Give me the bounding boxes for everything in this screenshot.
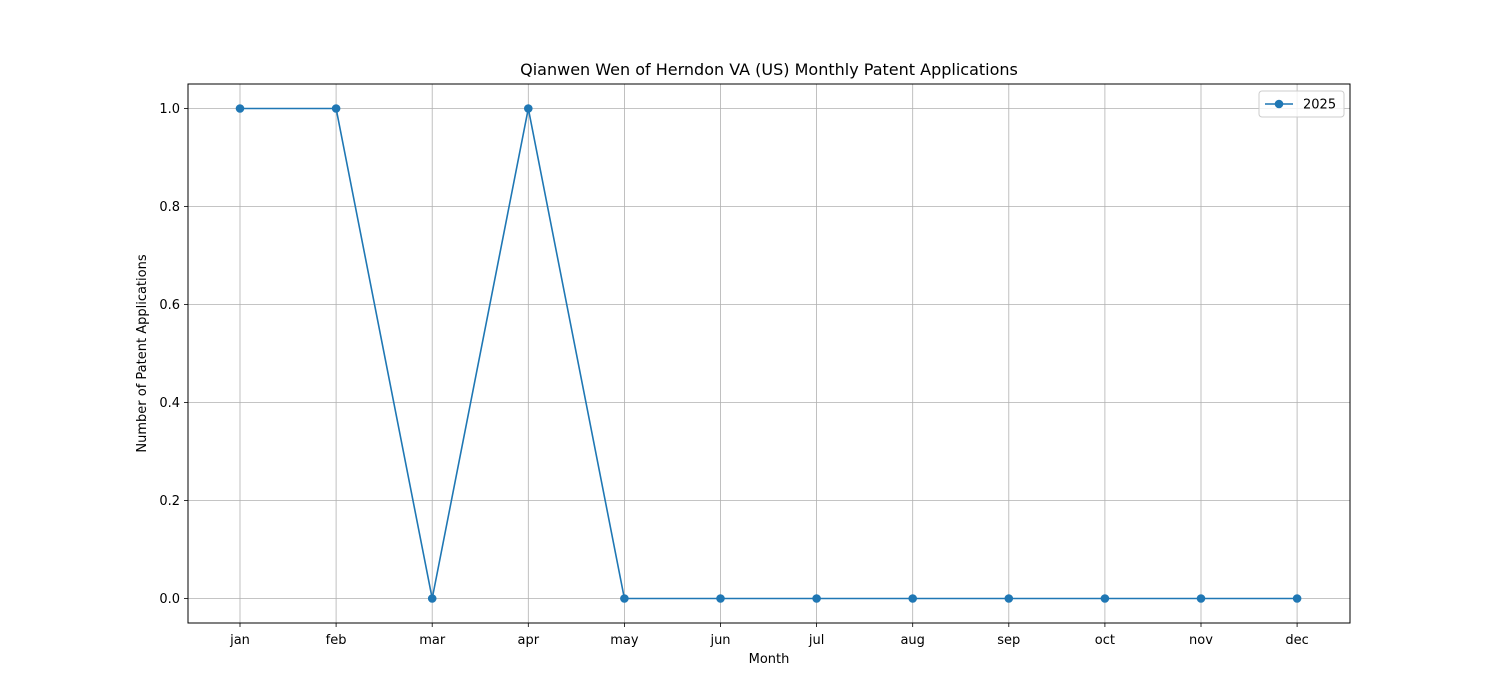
y-tick-label: 1.0 (159, 102, 180, 117)
x-tick-label: aug (900, 633, 924, 648)
y-tick-label: 0.6 (159, 298, 180, 313)
y-tick-label: 0.2 (159, 494, 180, 509)
legend-label: 2025 (1303, 98, 1336, 113)
x-tick-label: sep (997, 633, 1020, 648)
data-point-jun (716, 594, 725, 603)
x-tick-label: jun (709, 633, 730, 648)
data-point-dec (1293, 594, 1302, 603)
data-point-nov (1197, 594, 1206, 603)
x-tick-label: mar (419, 633, 446, 648)
y-tick-label: 0.8 (159, 200, 180, 215)
x-tick-label: may (610, 633, 639, 648)
x-tick-label: feb (326, 633, 347, 648)
data-point-jul (812, 594, 821, 603)
x-tick-label: dec (1285, 633, 1308, 648)
data-point-apr (524, 104, 533, 113)
data-point-jan (236, 104, 245, 113)
chart-title: Qianwen Wen of Herndon VA (US) Monthly P… (520, 60, 1018, 79)
x-tick-label: oct (1095, 633, 1115, 648)
x-axis-title: Month (749, 652, 790, 667)
data-point-mar (428, 594, 437, 603)
data-point-may (620, 594, 629, 603)
data-point-feb (332, 104, 341, 113)
data-point-sep (1005, 594, 1014, 603)
x-tick-label: nov (1189, 633, 1213, 648)
y-tick-label: 0.4 (159, 396, 180, 411)
x-tick-label: jul (808, 633, 824, 648)
x-tick-label: apr (518, 633, 540, 648)
legend-marker (1275, 100, 1284, 109)
y-tick-label: 0.0 (159, 592, 180, 607)
y-axis-title: Number of Patent Applications (135, 254, 150, 452)
legend: 2025 (1259, 91, 1344, 117)
x-tick-label: jan (229, 633, 250, 648)
data-point-aug (908, 594, 917, 603)
data-point-oct (1101, 594, 1110, 603)
